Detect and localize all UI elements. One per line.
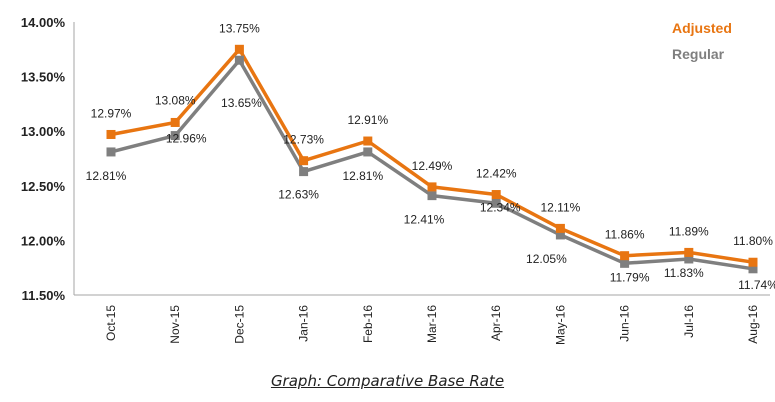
data-point-regular <box>234 55 244 65</box>
data-label-regular: 12.41% <box>404 213 445 227</box>
y-tick-label: 12.50% <box>21 179 66 194</box>
data-label-adjusted: 12.97% <box>91 106 132 120</box>
data-label-regular: 11.74% <box>738 278 775 292</box>
line-chart: 11.50% 12.00% 12.50% 13.00% 13.50% 14.00% Oct… <box>21 15 775 345</box>
y-tick-label: 13.50% <box>21 70 66 85</box>
data-label-adjusted: 11.89% <box>669 224 709 238</box>
data-point-adjusted <box>363 136 373 146</box>
x-tick-label: Feb-16 <box>361 305 375 343</box>
data-point-regular <box>427 191 437 201</box>
x-tick-label: Apr-16 <box>489 305 503 341</box>
x-tick-label: Jan-16 <box>297 305 311 342</box>
data-label-adjusted: 13.08% <box>155 93 196 107</box>
data-label-regular: 12.81% <box>342 169 383 183</box>
data-point-regular <box>555 230 565 240</box>
data-point-regular <box>491 198 501 208</box>
x-tick-label: Oct-15 <box>104 305 118 341</box>
data-point-adjusted <box>170 117 180 127</box>
data-label-adjusted: 13.75% <box>219 21 260 35</box>
data-label-regular: 12.34% <box>480 200 521 214</box>
chart-caption: Graph: Comparative Base Rate <box>270 372 505 390</box>
x-tick-label: Mar-16 <box>425 305 439 343</box>
y-tick-label: 13.00% <box>21 124 66 139</box>
y-tick-label: 14.00% <box>21 15 66 30</box>
data-label-regular: 13.65% <box>221 96 262 110</box>
data-point-adjusted <box>106 129 116 139</box>
x-tick-label: Nov-15 <box>168 305 182 344</box>
x-tick-label: Jul-16 <box>682 305 696 338</box>
x-tick-label: May-16 <box>553 305 567 345</box>
data-label-regular: 12.81% <box>86 169 127 183</box>
data-point-adjusted <box>555 223 565 233</box>
data-label-regular: 12.05% <box>526 252 567 266</box>
data-label-adjusted: 12.49% <box>412 159 453 173</box>
data-point-regular <box>684 254 694 264</box>
x-tick-label: Aug-16 <box>746 305 760 344</box>
data-label-regular: 12.96% <box>166 132 207 146</box>
data-label-regular: 12.63% <box>278 188 319 202</box>
data-point-adjusted <box>491 190 501 200</box>
data-point-adjusted <box>427 182 437 192</box>
data-label-adjusted: 12.91% <box>347 113 388 127</box>
data-point-adjusted <box>299 156 309 166</box>
data-point-adjusted <box>748 257 758 267</box>
data-label-regular: 11.83% <box>664 266 704 280</box>
data-point-adjusted <box>234 44 244 54</box>
legend-entry-regular: Regular <box>672 46 725 62</box>
data-point-regular <box>620 258 630 268</box>
data-point-regular <box>748 264 758 274</box>
data-label-adjusted: 11.86% <box>605 228 645 242</box>
data-label-regular: 11.79% <box>610 270 650 284</box>
x-tick-label: Dec-15 <box>232 305 246 344</box>
data-point-regular <box>299 167 309 177</box>
data-label-adjusted: 12.73% <box>283 133 324 147</box>
y-tick-label: 12.00% <box>21 233 66 248</box>
data-point-adjusted <box>620 251 630 261</box>
legend-entry-adjusted: Adjusted <box>672 20 732 36</box>
data-point-regular <box>106 147 116 157</box>
data-label-adjusted: 12.42% <box>476 167 517 181</box>
data-label-adjusted: 11.80% <box>733 234 773 248</box>
data-point-regular <box>170 131 180 141</box>
data-label-adjusted: 12.11% <box>540 200 580 214</box>
x-tick-label: Jun-16 <box>618 305 632 342</box>
y-tick-label: 11.50% <box>22 288 66 303</box>
data-point-regular <box>363 147 373 157</box>
data-point-adjusted <box>684 247 694 257</box>
series-line-adjusted <box>110 47 754 264</box>
